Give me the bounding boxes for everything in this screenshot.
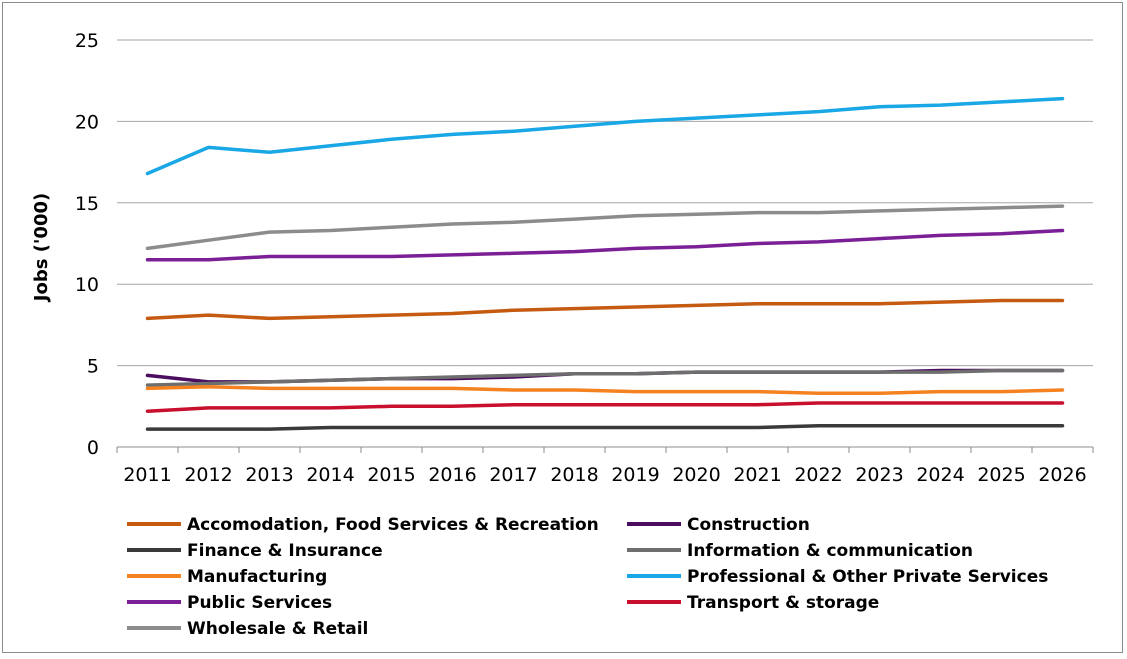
legend: Accomodation, Food Services & Recreation… [127, 515, 1048, 639]
legend-item: Wholesale & Retail [127, 619, 368, 639]
series-line-accomodation-food-services-recreation [145, 298, 1065, 321]
x-tick-label: 2011 [123, 464, 171, 486]
x-tick-label: 2016 [428, 464, 476, 486]
x-tick-label: 2012 [184, 464, 232, 486]
legend-item: Manufacturing [127, 567, 327, 587]
series-line-transport-storage [145, 401, 1065, 413]
y-tick-label: 5 [87, 356, 99, 378]
x-tick-label: 2025 [977, 464, 1025, 486]
legend-label: Accomodation, Food Services & Recreation [187, 515, 599, 535]
x-tick-label: 2024 [916, 464, 964, 486]
series-line-wholesale-retail [145, 204, 1065, 251]
x-tick-label: 2021 [733, 464, 781, 486]
legend-label: Manufacturing [187, 567, 327, 587]
x-tick-label: 2015 [367, 464, 415, 486]
x-tick-label: 2014 [306, 464, 354, 486]
y-tick-label: 0 [87, 437, 99, 459]
series-line-manufacturing [145, 385, 1065, 396]
legend-label: Professional & Other Private Services [687, 567, 1048, 587]
x-tick-label: 2017 [489, 464, 537, 486]
y-tick-label: 10 [75, 274, 99, 296]
legend-label: Wholesale & Retail [187, 619, 368, 639]
y-tick-label: 15 [75, 193, 99, 215]
x-tick-label: 2018 [550, 464, 598, 486]
x-tick-label: 2013 [245, 464, 293, 486]
legend-item: Public Services [127, 593, 332, 613]
legend-item: Information & communication [627, 541, 973, 561]
series-line-information-communication [145, 368, 1065, 387]
legend-item: Accomodation, Food Services & Recreation [127, 515, 599, 535]
gridlines [117, 39, 1093, 367]
series-line-public-services [145, 228, 1065, 262]
legend-label: Construction [687, 515, 810, 535]
y-tick-label: 25 [75, 30, 99, 52]
legend-label: Transport & storage [687, 593, 879, 613]
series-line-professional-other-private-services [145, 96, 1065, 176]
y-tick-label: 20 [75, 111, 99, 133]
legend-label: Information & communication [687, 541, 973, 561]
legend-item: Professional & Other Private Services [627, 567, 1048, 587]
x-tick-label: 2023 [855, 464, 903, 486]
x-tick-label: 2022 [794, 464, 842, 486]
x-tick-label: 2020 [672, 464, 720, 486]
x-tick-label: 2019 [611, 464, 659, 486]
legend-label: Finance & Insurance [187, 541, 383, 561]
legend-item: Construction [627, 515, 810, 535]
series-lines [145, 96, 1065, 431]
y-axis-label: Jobs ('000) [31, 193, 52, 303]
series-line-finance-insurance [145, 424, 1065, 431]
x-tick-label: 2026 [1038, 464, 1086, 486]
legend-item: Transport & storage [627, 593, 879, 613]
legend-item: Finance & Insurance [127, 541, 383, 561]
legend-label: Public Services [187, 593, 332, 613]
